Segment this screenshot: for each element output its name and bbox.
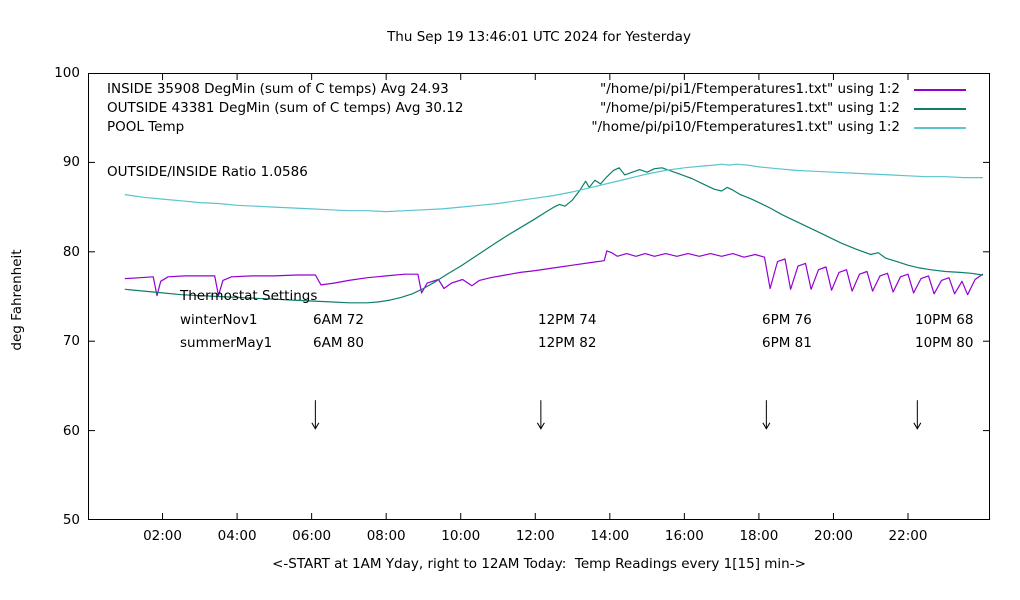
x-tick-label: 16:00 bbox=[664, 528, 704, 544]
setpoint-arrowhead bbox=[762, 422, 771, 430]
thermostat-heading: Thermostat Settings bbox=[180, 288, 318, 304]
series-line-outside bbox=[124, 167, 984, 304]
thermostat-summer-12pm: 12PM 82 bbox=[538, 335, 597, 351]
x-tick-label: 10:00 bbox=[441, 528, 481, 544]
legend-row-pool: POOL Temp "/home/pi/pi10/Ftemperatures1.… bbox=[88, 119, 990, 138]
x-tick-label: 22:00 bbox=[888, 528, 928, 544]
y-tick-label: 80 bbox=[62, 243, 80, 260]
x-axis-label: <-START at 1AM Yday, right to 12AM Today… bbox=[272, 556, 806, 572]
series-line-pool bbox=[124, 163, 984, 213]
y-tick-label: 70 bbox=[62, 333, 80, 350]
x-tick-label: 20:00 bbox=[814, 528, 853, 544]
x-tick-label: 12:00 bbox=[515, 528, 555, 544]
legend-row-outside: OUTSIDE 43381 DegMin (sum of C temps) Av… bbox=[88, 100, 990, 119]
legend-source-inside: "/home/pi/pi1/Ftemperatures1.txt" using … bbox=[600, 81, 900, 97]
legend-line-sample-pool bbox=[914, 127, 966, 129]
legend-source-pool: "/home/pi/pi10/Ftemperatures1.txt" using… bbox=[591, 119, 900, 135]
legend: INSIDE 35908 DegMin (sum of C temps) Avg… bbox=[88, 81, 990, 138]
plot-area bbox=[88, 73, 990, 520]
x-tick-label: 06:00 bbox=[292, 528, 332, 544]
x-tick-label: 04:00 bbox=[217, 528, 257, 544]
legend-label-inside: INSIDE 35908 DegMin (sum of C temps) Avg… bbox=[107, 81, 449, 97]
series-line-inside bbox=[124, 250, 984, 297]
outside-inside-ratio: OUTSIDE/INSIDE Ratio 1.0586 bbox=[107, 164, 308, 180]
y-axis-label: deg Fahrenheit bbox=[9, 249, 25, 351]
thermostat-winter-name: winterNov1 bbox=[180, 312, 258, 328]
chart-title: Thu Sep 19 13:46:01 UTC 2024 for Yesterd… bbox=[387, 29, 691, 45]
thermostat-settings: Thermostat Settings winterNov1 6AM 72 12… bbox=[180, 288, 980, 358]
legend-label-pool: POOL Temp bbox=[107, 119, 185, 135]
legend-line-sample-outside bbox=[914, 108, 966, 110]
setpoint-arrowhead bbox=[913, 422, 922, 430]
plot-border bbox=[88, 73, 990, 520]
legend-label-outside: OUTSIDE 43381 DegMin (sum of C temps) Av… bbox=[107, 100, 464, 116]
y-tick-label: 50 bbox=[62, 512, 80, 528]
thermostat-winter-12pm: 12PM 74 bbox=[538, 312, 597, 328]
x-tick-label: 14:00 bbox=[590, 528, 630, 544]
thermostat-winter-6am: 6AM 72 bbox=[313, 312, 364, 328]
setpoint-arrowhead bbox=[536, 422, 545, 430]
y-tick-label: 90 bbox=[62, 154, 80, 171]
setpoint-arrowhead bbox=[311, 422, 320, 430]
legend-row-inside: INSIDE 35908 DegMin (sum of C temps) Avg… bbox=[88, 81, 990, 100]
thermostat-winter-6pm: 6PM 76 bbox=[762, 312, 812, 328]
y-tick-label: 60 bbox=[62, 422, 80, 439]
thermostat-winter-10pm: 10PM 68 bbox=[915, 312, 974, 328]
legend-line-sample-inside bbox=[914, 89, 966, 91]
x-tick-label: 02:00 bbox=[143, 528, 182, 544]
thermostat-summer-6am: 6AM 80 bbox=[313, 335, 364, 351]
y-tick-label: 100 bbox=[54, 65, 80, 81]
legend-source-outside: "/home/pi/pi5/Ftemperatures1.txt" using … bbox=[600, 100, 900, 116]
thermostat-summer-6pm: 6PM 81 bbox=[762, 335, 812, 351]
x-tick-label: 18:00 bbox=[739, 528, 779, 544]
thermostat-summer-name: summerMay1 bbox=[180, 335, 273, 351]
thermostat-summer-10pm: 10PM 80 bbox=[915, 335, 974, 351]
x-tick-label: 08:00 bbox=[366, 528, 406, 544]
